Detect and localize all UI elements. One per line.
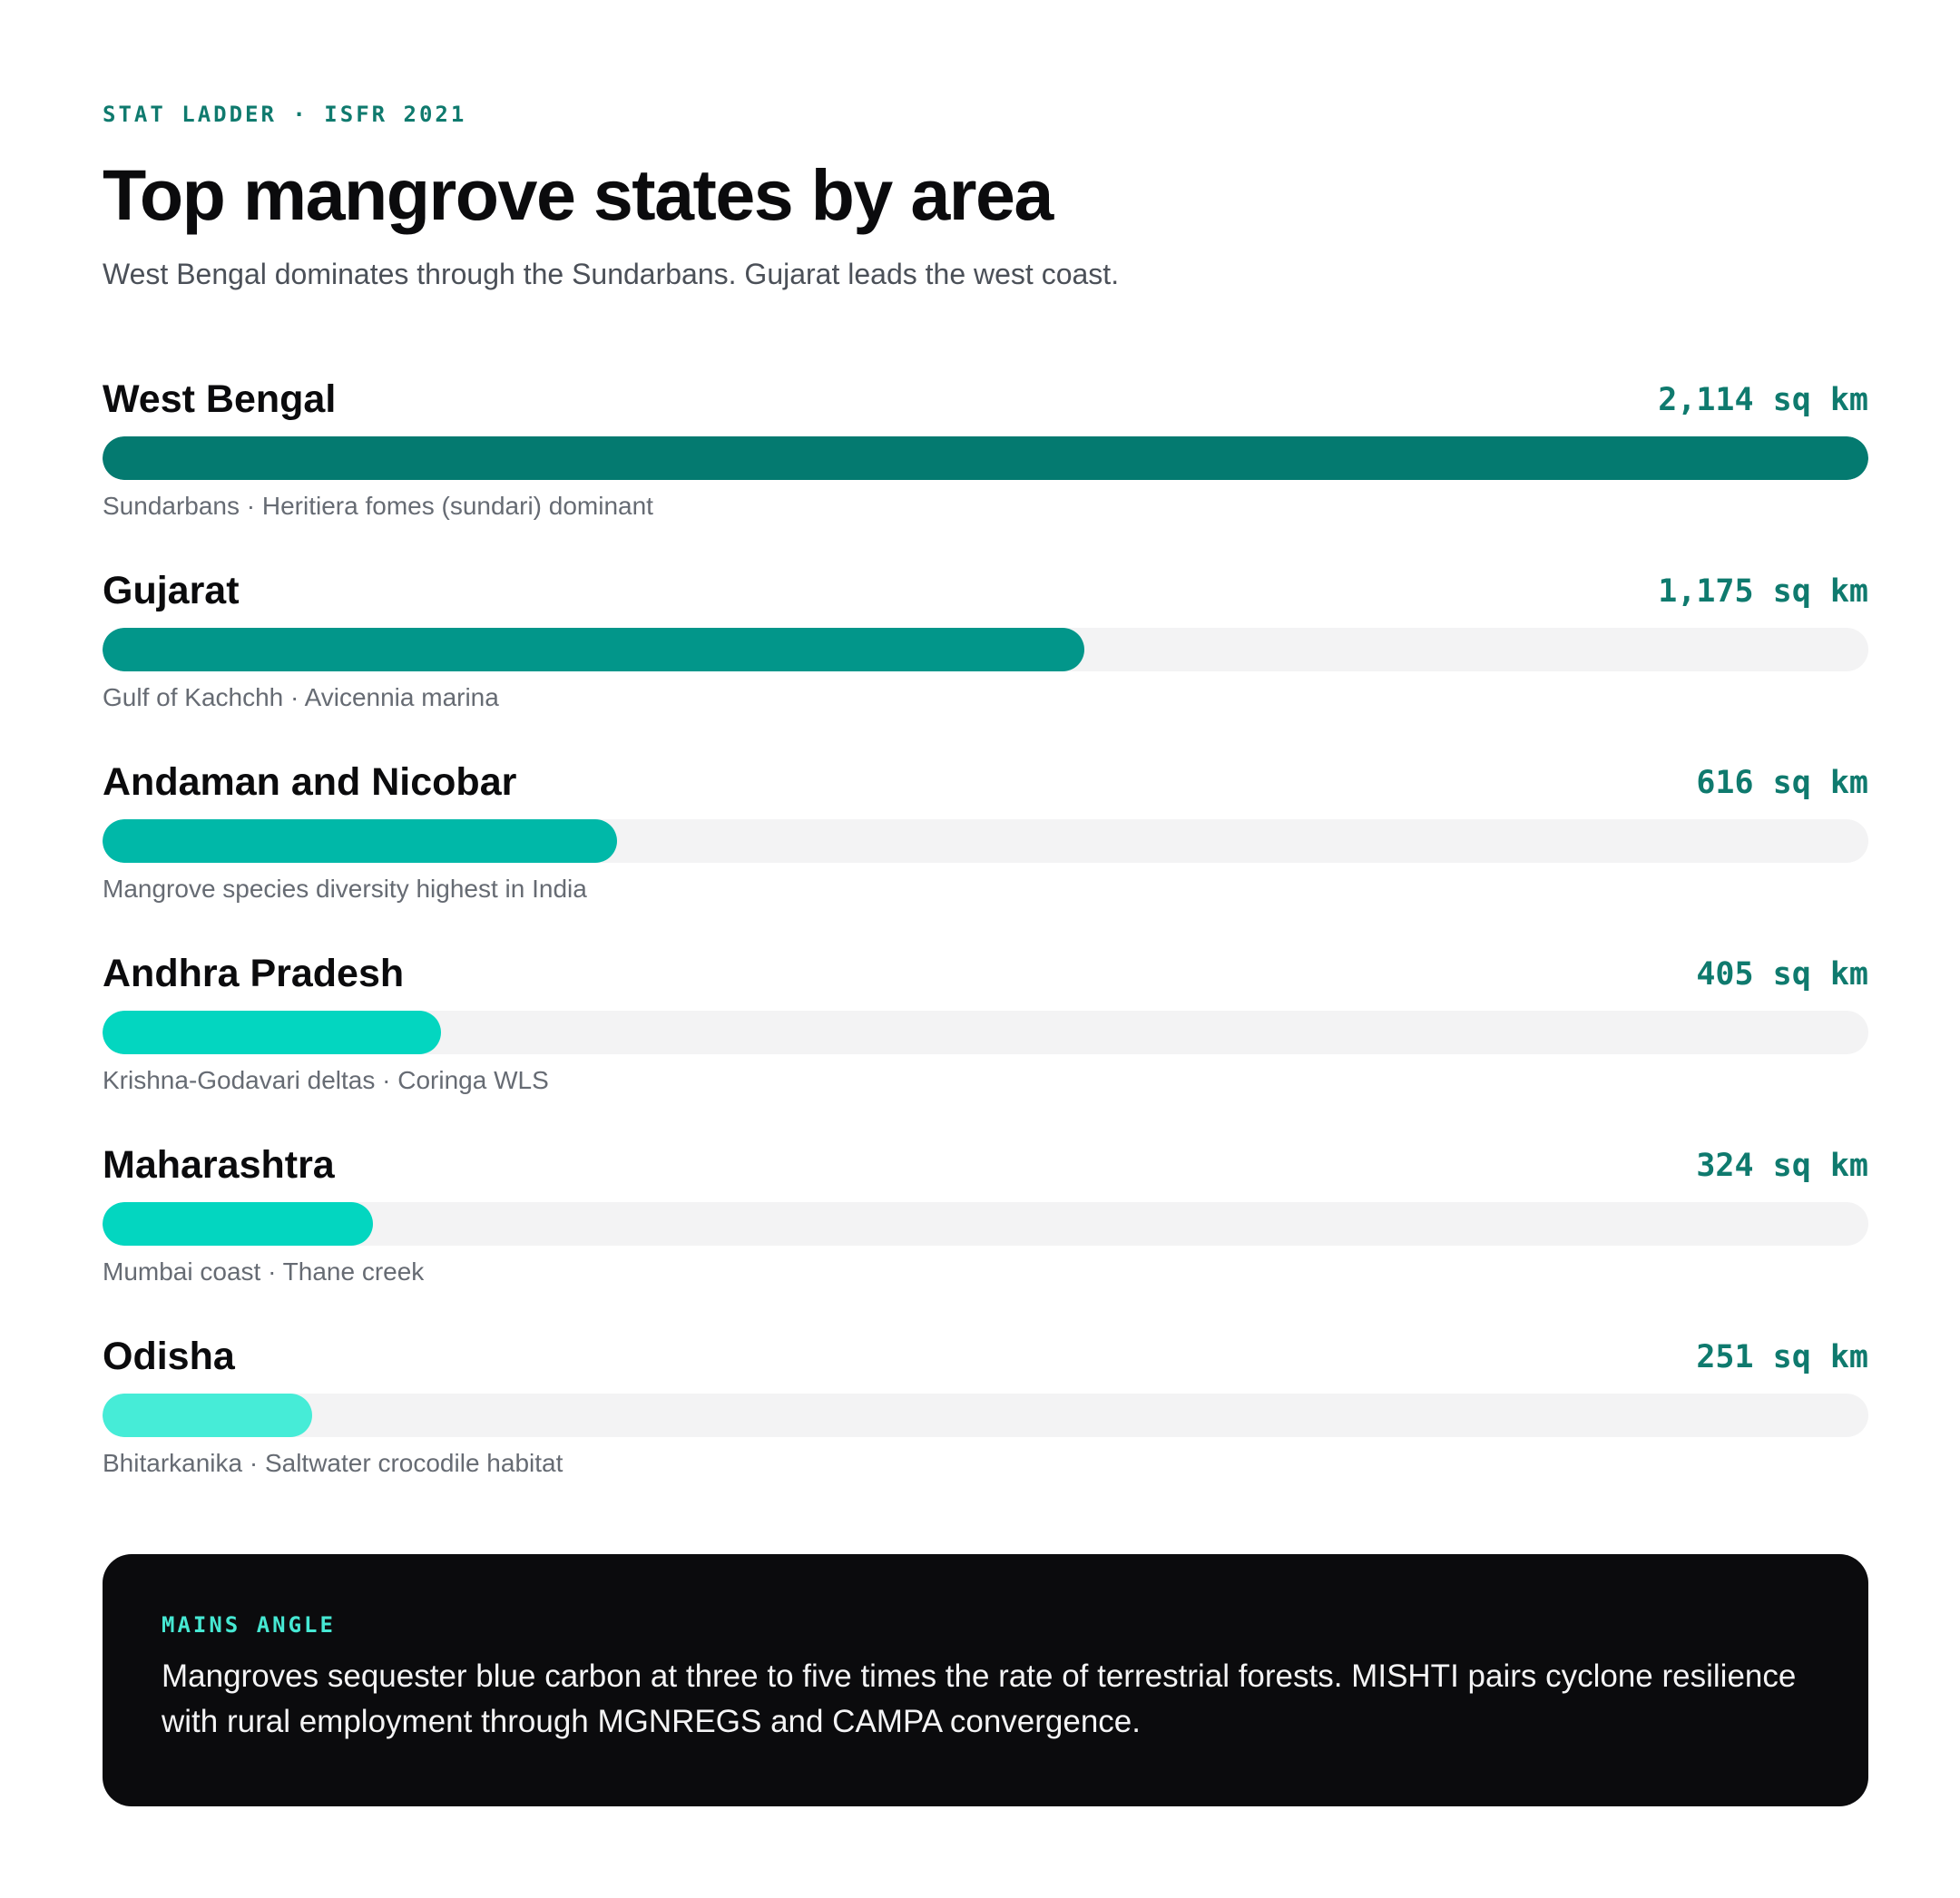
bar-fill [103, 1394, 312, 1437]
category-label: Maharashtra [103, 1143, 335, 1187]
bar-row: West Bengal 2,114 sq km Sundarbans · Herit… [103, 374, 1868, 565]
bar-row: Maharashtra 324 sq km Mumbai coast · Thane… [103, 1140, 1868, 1331]
category-label: Andhra Pradesh [103, 952, 405, 995]
value-label: 324 sq km [1696, 1148, 1868, 1184]
bar-note: Sundarbans · Heritiera fomes (sundari) d… [103, 492, 653, 520]
bar-track [103, 436, 1868, 480]
bar-note: Bhitarkanika · Saltwater crocodile habit… [103, 1449, 564, 1477]
bar-note: Gulf of Kachchh · Avicennia marina [103, 683, 499, 711]
category-label: West Bengal [103, 377, 337, 421]
bar-fill [103, 1011, 441, 1054]
callout-label: MAINS ANGLE [162, 1612, 336, 1638]
bar-fill [103, 819, 617, 863]
page-title: Top mangrove states by area [103, 154, 1054, 235]
bar-row: Andhra Pradesh 405 sq km Krishna-Godavari … [103, 948, 1868, 1140]
bar-track [103, 628, 1868, 671]
bar-row: Gujarat 1,175 sq km Gulf of Kachchh · Avic… [103, 565, 1868, 757]
bar-note: Krishna-Godavari deltas · Coringa WLS [103, 1066, 549, 1094]
bar-note: Mangrove species diversity highest in In… [103, 875, 587, 903]
bar-track [103, 1011, 1868, 1054]
stat-ladder-chart: West Bengal 2,114 sq km Sundarbans · Herit… [103, 374, 1868, 1522]
value-label: 2,114 sq km [1658, 382, 1868, 418]
value-label: 1,175 sq km [1658, 573, 1868, 610]
bar-row: Andaman and Nicobar 616 sq km Mangrove spe… [103, 757, 1868, 948]
eyebrow-label: STAT LADDER · ISFR 2021 [103, 102, 467, 127]
bar-note: Mumbai coast · Thane creek [103, 1257, 425, 1286]
callout-text: Mangroves sequester blue carbon at three… [162, 1658, 1797, 1739]
category-label: Andaman and Nicobar [103, 760, 517, 804]
bar-track [103, 819, 1868, 863]
value-label: 405 sq km [1696, 956, 1868, 993]
bar-fill [103, 436, 1868, 480]
bar-row: Odisha 251 sq km Bhitarkanika · Saltwater … [103, 1331, 1868, 1522]
bar-track [103, 1394, 1868, 1437]
bar-fill [103, 628, 1084, 671]
category-label: Odisha [103, 1335, 235, 1378]
page-subtitle: West Bengal dominates through the Sundar… [103, 258, 1120, 290]
mains-angle-callout: MAINS ANGLE Mangroves sequester blue car… [103, 1554, 1868, 1806]
category-label: Gujarat [103, 569, 240, 612]
value-label: 616 sq km [1696, 765, 1868, 801]
bar-track [103, 1202, 1868, 1246]
bar-fill [103, 1202, 373, 1246]
value-label: 251 sq km [1696, 1339, 1868, 1375]
